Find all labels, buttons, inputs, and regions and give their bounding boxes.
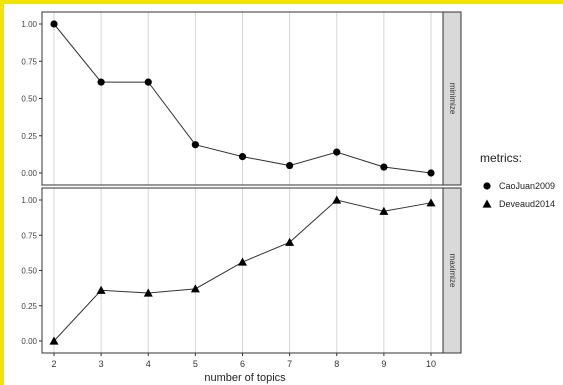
x-axis-label: number of topics bbox=[204, 372, 286, 384]
data-point bbox=[238, 257, 247, 266]
x-tick-label: 2 bbox=[51, 359, 56, 369]
x-tick-label: 9 bbox=[381, 359, 386, 369]
data-point bbox=[191, 141, 199, 149]
data-point bbox=[49, 336, 59, 345]
legend-entry-label: CaoJuan2009 bbox=[499, 181, 555, 191]
y-tick-label: 1.00 bbox=[21, 20, 37, 29]
y-tick-label: 0.25 bbox=[21, 302, 37, 311]
data-point bbox=[96, 285, 106, 294]
data-point bbox=[285, 237, 295, 246]
panel-maximize: maximize 0.00 0.25 0.50 0.75 1.00 2 3 4 5 6 7 8 9 10 bbox=[21, 187, 462, 369]
facet-strip-label: minimize bbox=[448, 83, 457, 115]
x-tick-label: 3 bbox=[99, 359, 104, 369]
y-tick-label: 0.75 bbox=[21, 57, 37, 66]
panel-minimize: minimize 0.00 0.25 0.50 0.75 1.00 bbox=[21, 11, 462, 186]
data-point bbox=[426, 198, 436, 207]
data-point bbox=[144, 78, 152, 86]
data-point bbox=[380, 163, 388, 171]
y-tick-label: 0.00 bbox=[21, 169, 37, 178]
y-tick-label: 0.50 bbox=[21, 267, 37, 276]
data-point bbox=[238, 153, 247, 161]
y-tick-label: 0.00 bbox=[21, 337, 37, 346]
x-tick-label: 4 bbox=[146, 359, 151, 369]
data-point bbox=[333, 148, 341, 156]
legend-entries: CaoJuan2009 Deveaud2014 bbox=[482, 181, 555, 209]
legend-key-triangle bbox=[482, 199, 492, 208]
data-point bbox=[50, 20, 58, 28]
legend-entry-label: Deveaud2014 bbox=[499, 199, 555, 209]
y-tick-label: 0.75 bbox=[21, 231, 37, 240]
data-point bbox=[190, 284, 200, 293]
x-tick-label: 10 bbox=[426, 359, 436, 369]
facet-strip-label: maximize bbox=[448, 254, 457, 288]
legend-key-circle bbox=[483, 182, 491, 190]
data-point bbox=[97, 78, 105, 86]
data-point bbox=[332, 195, 342, 204]
y-tick-label: 0.25 bbox=[21, 132, 37, 141]
x-tick-label: 6 bbox=[240, 359, 245, 369]
x-tick-label: 5 bbox=[193, 359, 198, 369]
y-tick-label: 1.00 bbox=[21, 196, 37, 205]
x-tick-label: 8 bbox=[334, 359, 339, 369]
panels-layer: minimize 0.00 0.25 0.50 0.75 1.00 maximize 0.00… bbox=[21, 11, 462, 369]
y-tick-label: 0.50 bbox=[21, 95, 37, 104]
facet-strip bbox=[442, 187, 462, 354]
data-point bbox=[286, 161, 294, 170]
data-point bbox=[427, 169, 435, 177]
data-point bbox=[143, 288, 153, 297]
x-tick-label: 7 bbox=[287, 359, 292, 369]
legend: metrics: CaoJuan2009 Deveaud2014 bbox=[480, 151, 555, 209]
facet-strip bbox=[442, 11, 462, 186]
legend-title: metrics: bbox=[480, 151, 522, 165]
data-point bbox=[379, 206, 389, 215]
